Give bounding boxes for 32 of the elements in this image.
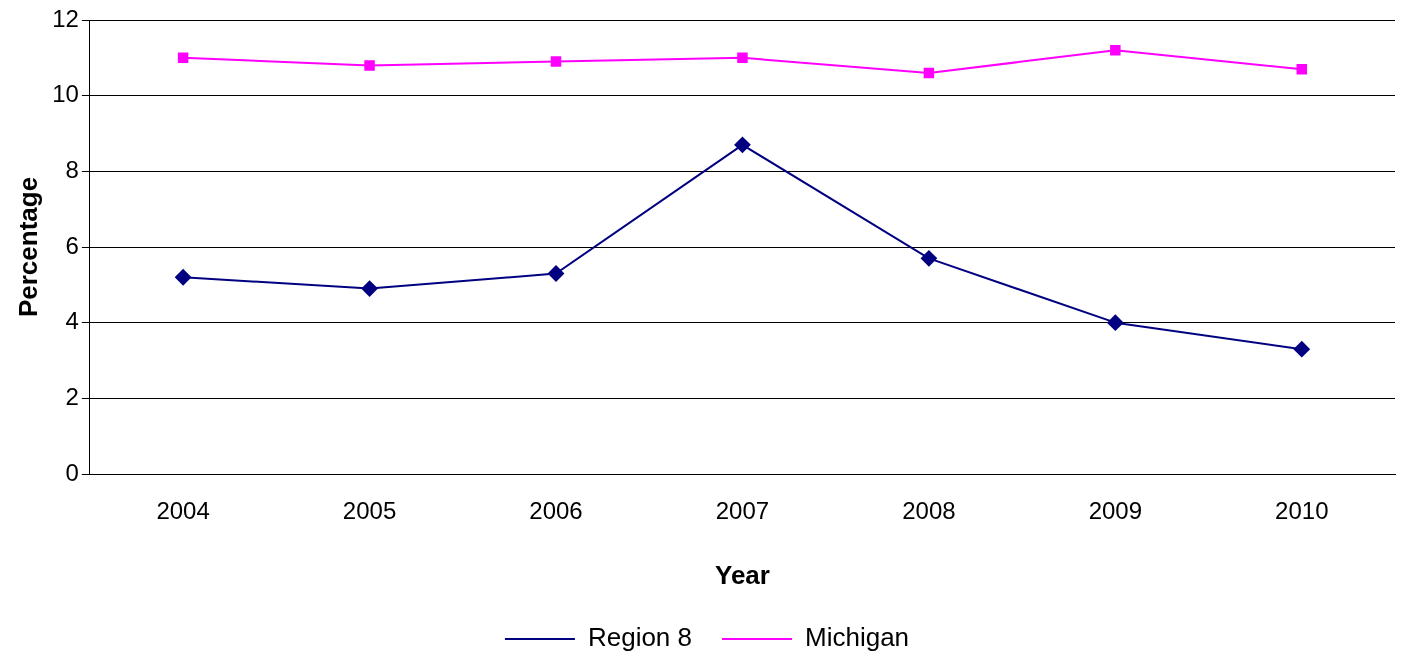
- x-tick-label: 2007: [715, 497, 770, 525]
- point: [1107, 314, 1124, 331]
- y-axis-title: Percentage: [12, 176, 43, 318]
- legend-label: Region 8: [587, 622, 693, 653]
- point: [550, 56, 562, 67]
- point: [177, 52, 189, 64]
- point: [1110, 45, 1121, 56]
- x-axis-title: Year: [714, 559, 770, 590]
- y-tick-label: 4: [65, 307, 79, 335]
- x-tick-label: 2010: [1275, 497, 1329, 525]
- legend-label: Michigan: [805, 622, 910, 653]
- point: [361, 280, 378, 297]
- point: [920, 250, 937, 267]
- x-tick-label: 2004: [156, 497, 210, 525]
- point: [734, 136, 751, 153]
- x-tick-label: 2005: [342, 497, 397, 525]
- point: [175, 269, 192, 286]
- point: [548, 265, 564, 282]
- x-tick-label: 2008: [902, 497, 956, 525]
- point: [1296, 63, 1308, 75]
- y-tick-label: 12: [52, 4, 79, 32]
- x-tick-label: 2006: [529, 497, 583, 525]
- point: [364, 60, 375, 71]
- point: [923, 67, 935, 79]
- point: [737, 52, 748, 64]
- y-tick-label: 10: [52, 80, 79, 108]
- x-tick-label: 2009: [1088, 497, 1143, 525]
- y-tick-label: 2: [65, 382, 79, 410]
- y-tick-label: 6: [65, 231, 79, 259]
- y-tick-label: 8: [65, 155, 79, 183]
- y-tick-label: 0: [65, 458, 79, 486]
- point: [1293, 341, 1310, 358]
